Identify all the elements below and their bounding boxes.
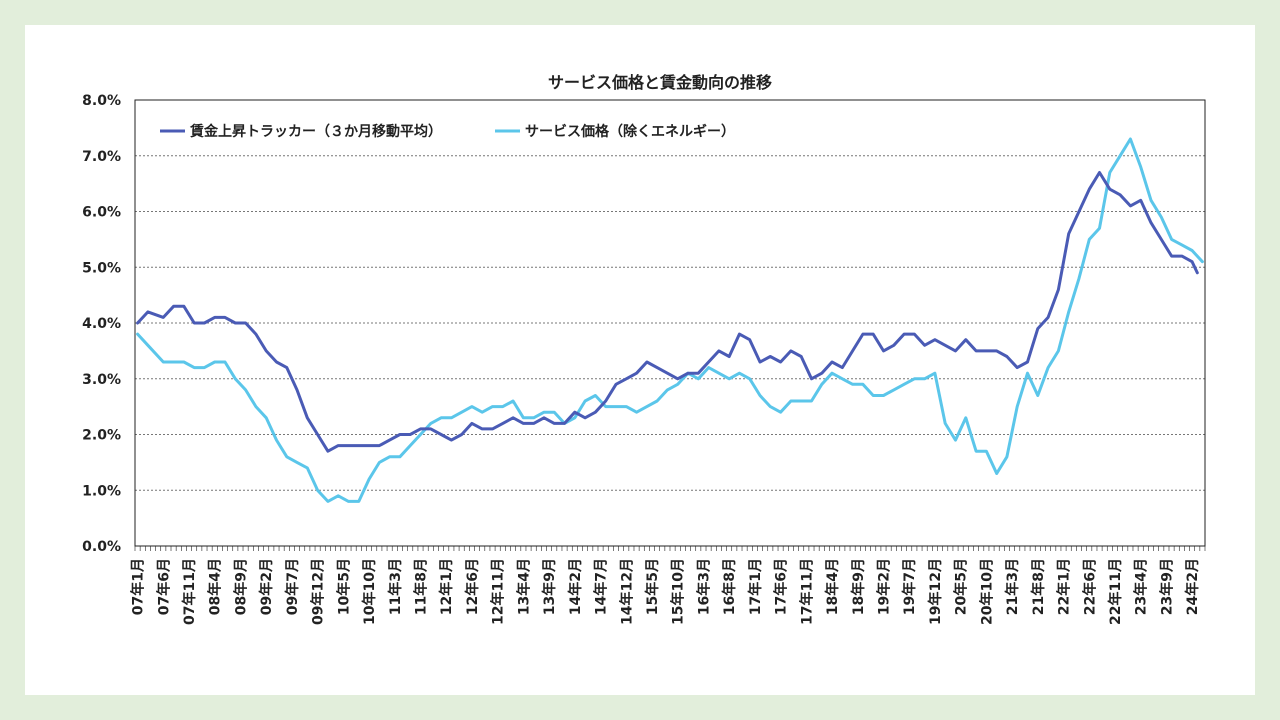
x-tick-label: 17年11月 — [798, 558, 815, 625]
x-tick-label: 09年12月 — [310, 558, 327, 625]
x-tick-label: 21年8月 — [1030, 558, 1047, 615]
x-tick-label: 14年2月 — [567, 558, 584, 615]
x-tick-label: 18年9月 — [850, 558, 867, 615]
x-tick-label: 12年1月 — [438, 558, 455, 615]
x-tick-label: 10年10月 — [361, 558, 378, 625]
plot-frame — [134, 99, 1206, 551]
chart: サービス価格と賃金動向の推移 0.0% 1.0% 2.0% 3.0% 4.0% 5.0% 6… — [82, 73, 1206, 625]
y-tick-label: 3.0% — [82, 372, 121, 388]
legend-label-service: サービス価格（除くエネルギー） — [525, 123, 735, 140]
x-tick-label: 22年1月 — [1056, 558, 1073, 615]
y-tick-label: 8.0% — [82, 93, 121, 109]
series-line-wage — [136, 171, 1199, 453]
x-tick-label: 21年3月 — [1004, 558, 1021, 615]
y-tick-label: 6.0% — [82, 205, 121, 221]
x-tick-label: 10年5月 — [335, 558, 352, 615]
x-tick-label: 12年6月 — [464, 558, 481, 615]
x-tick-label: 09年7月 — [284, 558, 301, 615]
x-tick-label: 12年11月 — [490, 558, 507, 625]
x-tick-label: 11年3月 — [387, 558, 404, 615]
x-tick-label: 19年2月 — [875, 558, 892, 615]
x-tick-label: 20年5月 — [953, 558, 970, 615]
x-tick-label: 13年4月 — [515, 558, 532, 615]
y-tick-label: 2.0% — [82, 428, 121, 444]
x-tick-label: 15年10月 — [670, 558, 687, 625]
chart-card: サービス価格と賃金動向の推移 0.0% 1.0% 2.0% 3.0% 4.0% 5.0% 6… — [25, 25, 1255, 695]
x-tick-label: 17年6月 — [773, 558, 790, 615]
x-tick-label: 24年2月 — [1184, 558, 1201, 615]
x-tick-label: 22年6月 — [1081, 558, 1098, 615]
x-tick-label: 23年4月 — [1133, 558, 1150, 615]
x-tick-label: 07年6月 — [155, 558, 172, 615]
x-tick-label: 13年9月 — [541, 558, 558, 615]
series-line-service — [136, 137, 1204, 503]
x-tick-label: 16年8月 — [721, 558, 738, 615]
legend: 賃金上昇トラッカー（３か月移動平均） サービス価格（除くエネルギー） — [160, 123, 735, 140]
x-tick-label: 07年11月 — [181, 558, 198, 625]
x-tick-label: 18年4月 — [824, 558, 841, 615]
x-tick-label: 14年7月 — [593, 558, 610, 615]
x-tick-label: 09年2月 — [258, 558, 275, 615]
x-tick-label: 07年1月 — [130, 558, 147, 615]
y-tick-labels: 0.0% 1.0% 2.0% 3.0% 4.0% 5.0% 6.0% 7.0% 8.0% — [82, 93, 121, 555]
x-tick-label: 08年4月 — [207, 558, 224, 615]
x-tick-label: 19年12月 — [927, 558, 944, 625]
x-tick-label: 22年11月 — [1107, 558, 1124, 625]
x-tick-label: 11年8月 — [413, 558, 430, 615]
x-tick-label: 23年9月 — [1158, 558, 1175, 615]
y-tick-label: 7.0% — [82, 149, 121, 165]
chart-title: サービス価格と賃金動向の推移 — [548, 73, 772, 92]
x-tick-label: 16年3月 — [695, 558, 712, 615]
y-tick-label: 4.0% — [82, 316, 121, 332]
x-tick-label: 14年12月 — [618, 558, 635, 625]
x-tick-label: 19年7月 — [901, 558, 918, 615]
x-tick-labels: 07年1月 07年6月 07年11月 08年4月 08年9月 09年2月 09年7月 09年1… — [130, 558, 1202, 625]
series-lines — [136, 137, 1204, 503]
x-tick-label: 17年1月 — [747, 558, 764, 615]
y-tick-label: 5.0% — [82, 260, 121, 276]
x-tick-label: 15年5月 — [644, 558, 661, 615]
x-tick-label: 20年10月 — [978, 558, 995, 625]
y-tick-label: 1.0% — [82, 483, 121, 499]
x-tick-label: 08年9月 — [232, 558, 249, 615]
legend-label-wage: 賃金上昇トラッカー（３か月移動平均） — [189, 123, 442, 140]
y-tick-label: 0.0% — [82, 539, 121, 555]
